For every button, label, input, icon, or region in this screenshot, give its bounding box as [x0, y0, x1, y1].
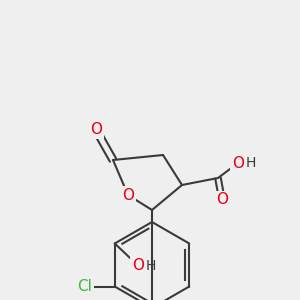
Text: O: O — [232, 155, 244, 170]
Text: O: O — [122, 188, 134, 202]
Text: O: O — [90, 122, 102, 137]
Text: H: H — [246, 156, 256, 170]
Text: H: H — [146, 259, 156, 272]
Text: O: O — [216, 193, 228, 208]
Text: O: O — [132, 258, 144, 273]
Text: Cl: Cl — [78, 279, 92, 294]
